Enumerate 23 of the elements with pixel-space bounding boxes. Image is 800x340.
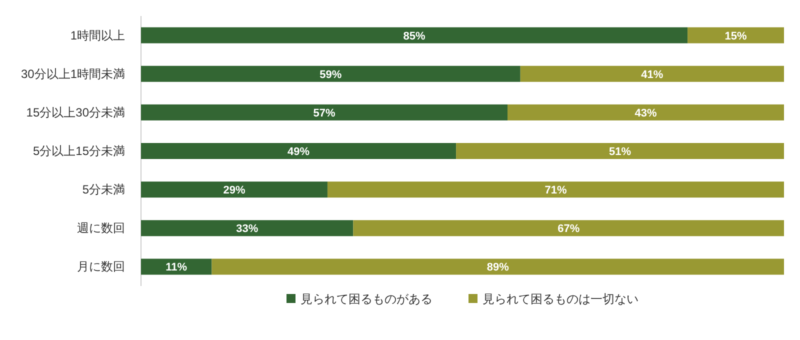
data-label: 67% [558, 223, 580, 236]
data-label: 57% [313, 107, 336, 120]
data-label: 43% [634, 107, 657, 120]
data-label: 15% [724, 30, 747, 42]
y-tick-label: 週に数回 [77, 221, 125, 236]
data-label: 89% [486, 262, 510, 274]
legend-label: 見られて困るものがある [300, 292, 432, 306]
data-label: 29% [223, 184, 246, 197]
data-label: 33% [236, 223, 258, 236]
y-tick-label: 15分以上30分未満 [26, 105, 125, 120]
y-tick-label: 1時間以上 [70, 28, 125, 42]
data-label: 59% [320, 68, 342, 81]
data-label: 49% [288, 146, 310, 158]
y-tick-label: 5分以上15分未満 [32, 144, 125, 158]
data-label: 41% [641, 68, 664, 81]
data-label: 85% [403, 30, 426, 42]
data-label: 11% [166, 262, 188, 274]
y-tick-label: 5分未満 [82, 182, 125, 197]
legend-label: 見られて困るものは一切ない [482, 292, 638, 306]
data-label: 51% [609, 146, 632, 158]
y-tick-label: 月に数回 [77, 260, 125, 274]
data-label: 71% [544, 184, 567, 197]
y-tick-label: 30分以上1時間未満 [20, 66, 125, 81]
